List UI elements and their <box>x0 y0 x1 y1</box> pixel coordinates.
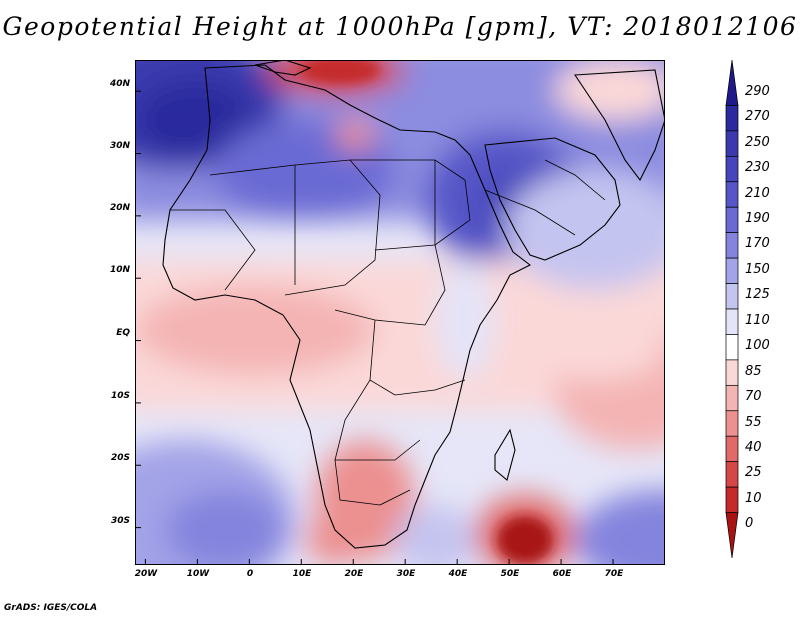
colorbar-label: 85 <box>745 363 762 379</box>
colorbar-label: 25 <box>745 465 762 481</box>
colorbar-label: 170 <box>745 236 770 252</box>
colorbar-swatch <box>725 232 739 259</box>
chart-title: Geopotential Height at 1000hPa [gpm], VT… <box>2 12 798 41</box>
colorbar-label: 70 <box>745 389 762 405</box>
colorbar-label: 100 <box>745 338 770 354</box>
lat-label-40n: 40N <box>109 79 130 89</box>
lat-label-20n: 20N <box>109 203 130 213</box>
colorbar-swatch <box>725 486 739 513</box>
colorbar-label: 110 <box>745 312 770 328</box>
lon-label-20w: 20W <box>134 569 158 579</box>
map-border <box>135 60 665 565</box>
colorbar-swatch <box>725 384 739 412</box>
lat-label-30n: 30N <box>109 141 130 151</box>
colorbar-swatch <box>725 334 739 361</box>
lat-label-10n: 10N <box>109 265 130 275</box>
colorbar-swatch <box>725 308 739 335</box>
lat-label-10s: 10S <box>110 391 130 401</box>
lon-label-10e: 10E <box>292 569 312 579</box>
map-panel <box>135 60 665 565</box>
lon-label-30e: 30E <box>396 569 416 579</box>
height-field-core <box>300 60 553 564</box>
grads-credit: GrADS: IGES/COLA <box>4 603 98 613</box>
colorbar-label: 250 <box>745 134 770 150</box>
colorbar-label: 270 <box>745 109 770 125</box>
lon-label-40e: 40E <box>448 569 468 579</box>
colorbar-swatch <box>725 435 739 463</box>
lat-label-eq: EQ <box>116 328 130 338</box>
lon-label-70e: 70E <box>604 569 624 579</box>
colorbar-swatch <box>725 59 739 106</box>
colorbar-swatch <box>725 257 739 284</box>
colorbar-swatch <box>725 130 739 157</box>
colorbar-swatch <box>725 105 739 132</box>
colorbar-swatch <box>725 206 739 234</box>
lon-label-0: 0 <box>246 569 254 579</box>
height-field <box>135 60 665 565</box>
colorbar-label: 190 <box>745 210 770 226</box>
colorbar-label: 210 <box>745 185 770 201</box>
colorbar-swatch <box>725 359 739 386</box>
colorbar-label: 40 <box>745 439 762 455</box>
colorbar-label: 10 <box>745 490 762 506</box>
lon-label-50e: 50E <box>500 569 520 579</box>
coastlines <box>162 60 665 549</box>
lon-label-20e: 20E <box>344 569 364 579</box>
axis-ticks <box>135 90 614 565</box>
colorbar-label: 125 <box>745 287 770 303</box>
colorbar-label: 150 <box>745 261 770 277</box>
colorbar-label: 290 <box>745 83 770 99</box>
lon-label-60e: 60E <box>552 569 572 579</box>
lon-label-10w: 10W <box>186 569 210 579</box>
colorbar-label: 0 <box>745 516 754 532</box>
colorbar-swatch <box>725 155 739 183</box>
lat-label-30s: 30S <box>110 516 130 526</box>
colorbar-label: 55 <box>745 414 762 430</box>
map-canvas <box>135 60 665 565</box>
colorbar-swatch <box>725 512 739 559</box>
colorbar-label: 230 <box>745 160 770 176</box>
colorbar-swatch <box>725 461 739 488</box>
colorbar-swatch <box>725 283 739 310</box>
country-borders <box>170 159 606 506</box>
lat-label-20s: 20S <box>110 453 130 463</box>
colorbar-swatch <box>725 410 739 437</box>
colorbar-swatch <box>725 181 739 208</box>
